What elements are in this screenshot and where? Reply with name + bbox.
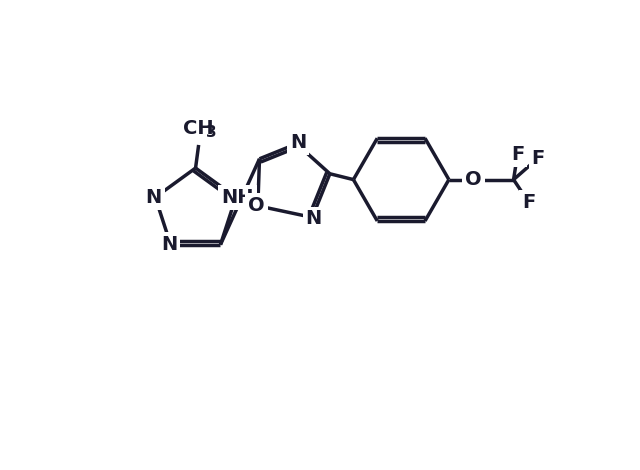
Text: 3: 3 [207,125,217,140]
Text: F: F [522,193,536,212]
Text: CH: CH [183,118,214,138]
Text: F: F [511,145,524,164]
Text: N: N [290,133,307,152]
Text: N: N [161,235,177,254]
Text: O: O [248,196,264,215]
Text: O: O [465,170,482,189]
Text: NH: NH [221,188,253,207]
Text: F: F [532,149,545,167]
Text: N: N [146,188,162,207]
Text: N: N [306,210,322,228]
